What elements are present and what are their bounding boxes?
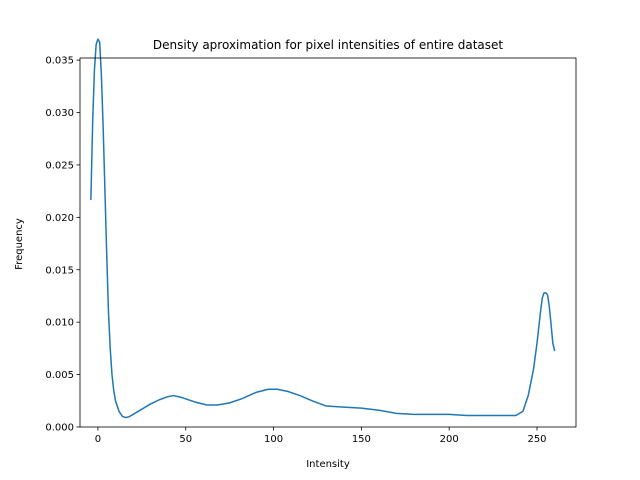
x-tick-label: 150	[352, 434, 371, 445]
x-tick-label: 200	[440, 434, 459, 445]
x-axis-title: Intensity	[306, 459, 350, 470]
y-tick-label: 0.000	[45, 423, 74, 434]
x-tick-label: 100	[264, 434, 283, 445]
y-tick-label: 0.035	[45, 56, 74, 67]
plot-frame	[79, 57, 577, 428]
y-axis-title: Frequency	[14, 218, 25, 270]
y-tick-label: 0.025	[45, 160, 74, 171]
x-tick-label: 250	[527, 434, 546, 445]
y-tick-label: 0.015	[45, 265, 74, 276]
x-tick-label: 0	[95, 434, 101, 445]
density-line	[90, 38, 556, 419]
plot-area: 0 50 100 150 200 250 0.000 0.005 0.010 0.015 0.020…	[45, 38, 577, 445]
y-tick-label: 0.010	[45, 318, 74, 329]
y-tick-label: 0.020	[45, 213, 74, 224]
y-tick-label: 0.030	[45, 108, 74, 119]
y-tick-label: 0.005	[45, 370, 74, 381]
chart-title: Density aproximation for pixel intensiti…	[153, 38, 504, 52]
x-tick-label: 50	[179, 434, 192, 445]
